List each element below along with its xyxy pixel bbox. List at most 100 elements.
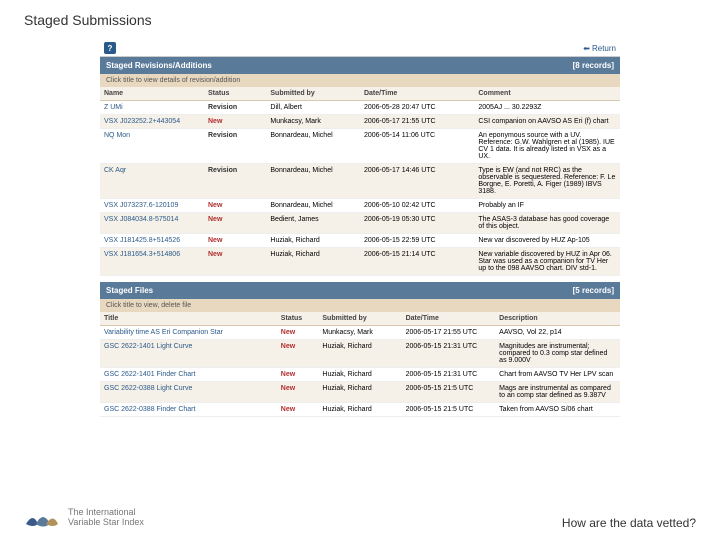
table-row[interactable]: NQ MonRevisionBonnardeau, Michel2006-05-…	[100, 129, 620, 164]
cell-name[interactable]: CK Aqr	[100, 164, 204, 199]
cell-status: Revision	[204, 101, 266, 115]
cell-desc: Chart from AAVSO TV Her LPV scan	[495, 368, 620, 382]
cell-desc: Mags are instrumental as compared to an …	[495, 382, 620, 403]
table-row[interactable]: VSX J181654.3+514806NewHuziak, Richard20…	[100, 248, 620, 276]
cell-status: New	[277, 340, 319, 368]
cell-submitted: Huziak, Richard	[318, 403, 401, 417]
help-icon[interactable]: ?	[104, 42, 116, 54]
cell-desc: Taken from AAVSO S/06 chart	[495, 403, 620, 417]
cell-name[interactable]: VSX J181425.8+514526	[100, 234, 204, 248]
cell-date: 2006-05-10 02:42 UTC	[360, 199, 474, 213]
cell-name[interactable]: VSX J181654.3+514806	[100, 248, 204, 276]
cell-submitted: Bedient, James	[266, 213, 360, 234]
cell-status: Revision	[204, 164, 266, 199]
cell-desc: Magnitudes are instrumental; compared to…	[495, 340, 620, 368]
cell-status: New	[204, 234, 266, 248]
cell-submitted: Huziak, Richard	[318, 368, 401, 382]
brand-line-2: Variable Star Index	[68, 518, 144, 528]
col-name: Name	[100, 87, 204, 101]
table-row[interactable]: GSC 2622-1401 Light CurveNewHuziak, Rich…	[100, 340, 620, 368]
cell-submitted: Bonnardeau, Michel	[266, 199, 360, 213]
cell-desc: AAVSO, Vol 22, p14	[495, 326, 620, 340]
cell-title[interactable]: Variability time AS Eri Companion Star	[100, 326, 277, 340]
table-row[interactable]: GSC 2622-0388 Finder ChartNewHuziak, Ric…	[100, 403, 620, 417]
cell-date: 2006-05-19 05:30 UTC	[360, 213, 474, 234]
logo-block: The International Variable Star Index	[24, 506, 144, 530]
cell-date: 2006-05-15 21:31 UTC	[402, 368, 496, 382]
table-row[interactable]: Variability time AS Eri Companion StarNe…	[100, 326, 620, 340]
cell-date: 2006-05-15 21:14 UTC	[360, 248, 474, 276]
logo-text: The International Variable Star Index	[68, 508, 144, 528]
col-submitted: Submitted by	[318, 312, 401, 326]
revisions-count: [8 records]	[573, 61, 614, 70]
cell-submitted: Huziak, Richard	[318, 382, 401, 403]
cell-comment: New var discovered by HUZ Ap-105	[474, 234, 620, 248]
files-table: Title Status Submitted by Date/Time Desc…	[100, 312, 620, 417]
table-row[interactable]: Z UMiRevisionDill, Albert2006-05-28 20:4…	[100, 101, 620, 115]
cell-comment: The ASAS-3 database has good coverage of…	[474, 213, 620, 234]
cell-date: 2006-05-15 21:5 UTC	[402, 403, 496, 417]
table-row[interactable]: VSX J023252.2+443054NewMunkacsy, Mark200…	[100, 115, 620, 129]
cell-date: 2006-05-28 20:47 UTC	[360, 101, 474, 115]
cell-submitted: Huziak, Richard	[266, 248, 360, 276]
cell-status: New	[204, 248, 266, 276]
cell-date: 2006-05-14 11:06 UTC	[360, 129, 474, 164]
cell-comment: 2005AJ ... 30.2293Z	[474, 101, 620, 115]
col-submitted: Submitted by	[266, 87, 360, 101]
table-row[interactable]: CK AqrRevisionBonnardeau, Michel2006-05-…	[100, 164, 620, 199]
table-row[interactable]: VSX J084034.8-575014NewBedient, James200…	[100, 213, 620, 234]
col-status: Status	[204, 87, 266, 101]
table-row[interactable]: GSC 2622-1401 Finder ChartNewHuziak, Ric…	[100, 368, 620, 382]
cell-title[interactable]: GSC 2622-1401 Light Curve	[100, 340, 277, 368]
footer: The International Variable Star Index Ho…	[24, 506, 696, 530]
cell-date: 2006-05-17 21:55 UTC	[360, 115, 474, 129]
cell-comment: An eponymous source with a UV. Reference…	[474, 129, 620, 164]
files-header: Staged Files [5 records]	[100, 282, 620, 299]
revisions-header: Staged Revisions/Additions [8 records]	[100, 57, 620, 74]
files-title: Staged Files	[106, 286, 153, 295]
files-count: [5 records]	[573, 286, 614, 295]
cell-date: 2006-05-15 21:31 UTC	[402, 340, 496, 368]
cell-title[interactable]: GSC 2622-0388 Finder Chart	[100, 403, 277, 417]
col-date: Date/Time	[402, 312, 496, 326]
cell-date: 2006-05-17 14:46 UTC	[360, 164, 474, 199]
topbar: ? Return	[100, 40, 620, 57]
cell-status: New	[277, 382, 319, 403]
cell-status: Revision	[204, 129, 266, 164]
cell-name[interactable]: Z UMi	[100, 101, 204, 115]
cell-name[interactable]: VSX J073237.6-120109	[100, 199, 204, 213]
cell-date: 2006-05-17 21:55 UTC	[402, 326, 496, 340]
table-row[interactable]: VSX J181425.8+514526NewHuziak, Richard20…	[100, 234, 620, 248]
table-header-row: Title Status Submitted by Date/Time Desc…	[100, 312, 620, 326]
table-row[interactable]: GSC 2622-0388 Light CurveNewHuziak, Rich…	[100, 382, 620, 403]
main-content: ? Return Staged Revisions/Additions [8 r…	[100, 40, 620, 417]
cell-status: New	[204, 115, 266, 129]
col-desc: Description	[495, 312, 620, 326]
cell-submitted: Huziak, Richard	[266, 234, 360, 248]
revisions-subtitle: Click title to view details of revision/…	[100, 74, 620, 87]
revisions-table: Name Status Submitted by Date/Time Comme…	[100, 87, 620, 276]
table-header-row: Name Status Submitted by Date/Time Comme…	[100, 87, 620, 101]
cell-title[interactable]: GSC 2622-0388 Light Curve	[100, 382, 277, 403]
revisions-title: Staged Revisions/Additions	[106, 61, 212, 70]
cell-status: New	[277, 326, 319, 340]
col-date: Date/Time	[360, 87, 474, 101]
cell-submitted: Munkacsy, Mark	[318, 326, 401, 340]
col-comment: Comment	[474, 87, 620, 101]
cell-submitted: Dill, Albert	[266, 101, 360, 115]
cell-status: New	[204, 199, 266, 213]
footer-question: How are the data vetted?	[562, 516, 696, 530]
cell-submitted: Huziak, Richard	[318, 340, 401, 368]
table-row[interactable]: VSX J073237.6-120109NewBonnardeau, Miche…	[100, 199, 620, 213]
cell-comment: Type is EW (and not RRC) as the observab…	[474, 164, 620, 199]
cell-name[interactable]: VSX J084034.8-575014	[100, 213, 204, 234]
cell-name[interactable]: VSX J023252.2+443054	[100, 115, 204, 129]
cell-comment: New variable discovered by HUZ in Apr 06…	[474, 248, 620, 276]
page-title: Staged Submissions	[0, 0, 720, 40]
cell-name[interactable]: NQ Mon	[100, 129, 204, 164]
cell-date: 2006-05-15 22:59 UTC	[360, 234, 474, 248]
col-title: Title	[100, 312, 277, 326]
files-subtitle: Click title to view, delete file	[100, 299, 620, 312]
return-link[interactable]: Return	[583, 44, 616, 53]
cell-title[interactable]: GSC 2622-1401 Finder Chart	[100, 368, 277, 382]
